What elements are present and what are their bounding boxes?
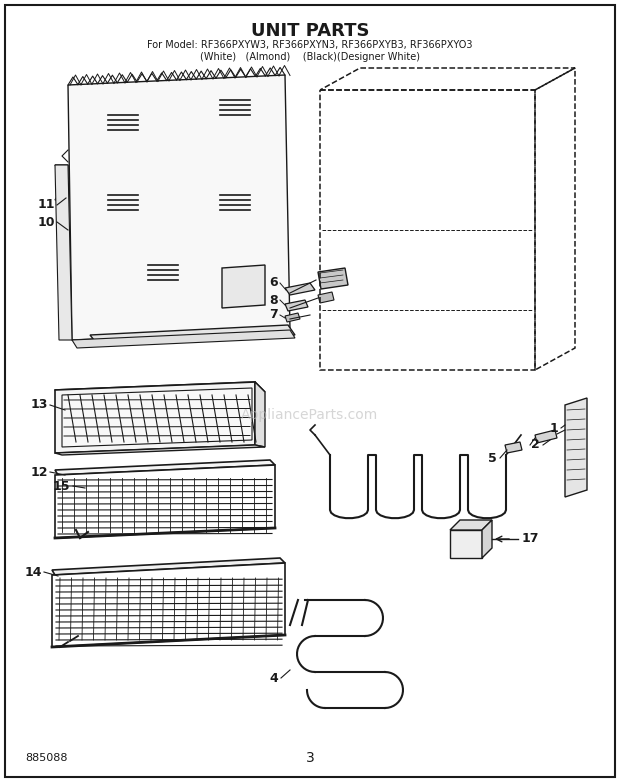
Bar [219, 97, 251, 119]
Text: 14: 14 [25, 565, 42, 579]
Polygon shape [285, 300, 308, 311]
Bar [107, 112, 139, 134]
Text: 15: 15 [53, 479, 70, 493]
Polygon shape [55, 465, 275, 538]
Text: 4: 4 [269, 672, 278, 684]
Bar [147, 262, 179, 284]
Polygon shape [55, 382, 255, 453]
Polygon shape [55, 460, 275, 475]
Polygon shape [318, 268, 348, 289]
Bar [107, 192, 139, 214]
Polygon shape [285, 313, 300, 322]
Text: ApplianceParts.com: ApplianceParts.com [241, 408, 379, 422]
Text: For Model: RF366PXYW3, RF366PXYN3, RF366PXYB3, RF366PXYO3: For Model: RF366PXYW3, RF366PXYN3, RF366… [148, 40, 472, 50]
Text: 6: 6 [269, 277, 278, 289]
Polygon shape [535, 430, 557, 443]
Polygon shape [52, 563, 285, 647]
Bar [458, 538, 474, 550]
Bar [219, 192, 251, 214]
Text: 2: 2 [531, 439, 540, 451]
Text: 3: 3 [306, 751, 314, 765]
Polygon shape [222, 265, 265, 308]
Polygon shape [90, 325, 295, 345]
Text: 8: 8 [269, 293, 278, 307]
Polygon shape [255, 382, 265, 447]
Text: 11: 11 [37, 199, 55, 211]
Polygon shape [450, 530, 482, 558]
Polygon shape [52, 558, 285, 575]
Polygon shape [55, 382, 265, 400]
Text: 12: 12 [30, 465, 48, 479]
Polygon shape [482, 520, 492, 558]
Polygon shape [55, 165, 68, 200]
Text: 5: 5 [489, 451, 497, 465]
Text: 7: 7 [269, 309, 278, 321]
Text: (White)   (Almond)    (Black)(Designer White): (White) (Almond) (Black)(Designer White) [200, 52, 420, 62]
Polygon shape [505, 442, 522, 453]
Text: 17: 17 [522, 533, 539, 546]
Text: 13: 13 [30, 399, 48, 411]
Text: UNIT PARTS: UNIT PARTS [250, 22, 370, 40]
Polygon shape [565, 398, 587, 497]
Polygon shape [318, 292, 334, 303]
Polygon shape [450, 520, 492, 530]
Polygon shape [72, 330, 295, 348]
Polygon shape [285, 283, 315, 295]
Text: 10: 10 [37, 216, 55, 228]
Polygon shape [62, 388, 252, 447]
Polygon shape [55, 165, 72, 340]
Text: 885088: 885088 [25, 753, 68, 763]
Polygon shape [68, 75, 290, 340]
Polygon shape [55, 445, 265, 455]
Text: 1: 1 [549, 421, 558, 435]
